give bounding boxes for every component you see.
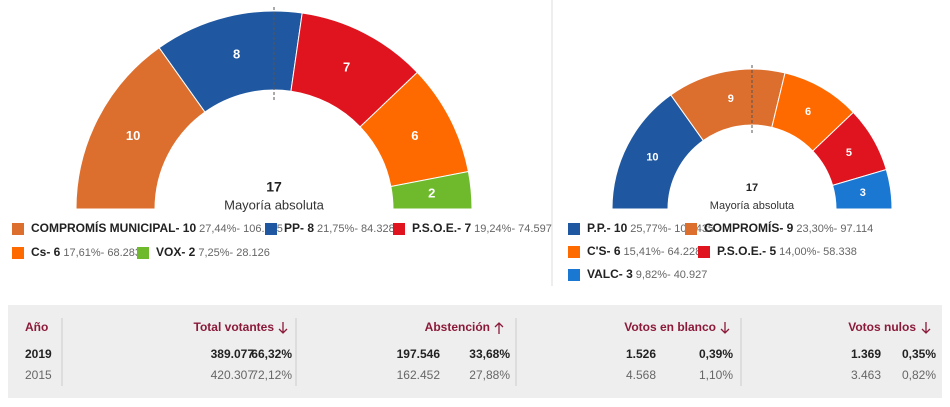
legend-swatch	[265, 223, 277, 235]
legend-detail: 19,24%- 74.597	[474, 223, 552, 235]
seat-arc	[390, 170, 473, 210]
legend-label: PP- 8	[284, 221, 314, 235]
legend-swatch	[698, 246, 710, 258]
table-cell: 27,88%	[469, 368, 510, 382]
table-cell: 2015	[25, 368, 52, 382]
legend-swatch	[12, 247, 24, 259]
table-cell: 2019	[25, 347, 52, 361]
table-header: Total votantes	[194, 320, 275, 334]
seat-label: 9	[728, 93, 734, 105]
seat-label: 5	[846, 147, 852, 159]
legend-detail: 27,44%- 106.395	[199, 223, 283, 235]
table-header: Año	[25, 320, 48, 334]
seat-label: 8	[233, 46, 240, 61]
legend-label: Cs- 6	[31, 245, 61, 259]
legend-label: P.S.O.E.- 5	[717, 244, 776, 258]
majority-value: 17	[266, 179, 282, 195]
legend-detail: 7,25%- 28.126	[198, 247, 270, 259]
legend-detail: 15,41%- 64.228	[624, 246, 702, 258]
legend-swatch	[12, 223, 24, 235]
legend-swatch	[568, 246, 580, 258]
legend-detail: 17,61%- 68.283	[63, 247, 141, 259]
seat-label: 2	[428, 185, 435, 200]
sort-arrows	[278, 322, 931, 334]
table-cell: 4.568	[626, 368, 656, 382]
legend-label: P.S.O.E.- 7	[412, 221, 471, 235]
legend-label: VOX- 2	[156, 245, 196, 259]
majority-value: 17	[746, 182, 758, 194]
table-cell: 0,82%	[902, 368, 936, 382]
seat-label: 6	[411, 128, 418, 143]
seat-label: 10	[126, 128, 140, 143]
seat-label: 7	[343, 60, 350, 75]
table-header: Abstención	[425, 320, 490, 334]
legend-detail: 21,75%- 84.328	[317, 223, 395, 235]
table-cell: 197.546	[397, 347, 441, 361]
table-cell: 72,12%	[251, 368, 292, 382]
seat-label: 3	[860, 187, 866, 199]
legend-label: P.P.- 10	[587, 221, 628, 235]
legend-swatch	[137, 247, 149, 259]
seat-arc	[831, 168, 893, 210]
seat-label: 6	[805, 106, 811, 118]
legend-label: VALC- 3	[587, 267, 633, 281]
table-cell: 1.369	[851, 347, 881, 361]
table-cell: 0,39%	[699, 347, 733, 361]
table-cell: 3.463	[851, 368, 881, 382]
table-cell: 0,35%	[902, 347, 936, 361]
legend-swatch	[393, 223, 405, 235]
legend-detail: 25,77%- 107.435	[630, 223, 714, 235]
legend-detail: 14,00%- 58.338	[779, 246, 857, 258]
table-cell: 33,68%	[469, 347, 510, 361]
table-dividers	[61, 318, 742, 386]
legend-detail: 23,30%- 97.114	[796, 223, 873, 235]
table-cell: 1,10%	[699, 368, 733, 382]
table-header: Votos en blanco	[624, 320, 716, 334]
table-cell: 1.526	[626, 347, 656, 361]
table-cell: 389.077	[211, 347, 255, 361]
legend-swatch	[685, 223, 697, 235]
legend-label: C'S- 6	[587, 244, 621, 258]
table-cell: 420.307	[211, 368, 255, 382]
table-header: Votos nulos	[848, 320, 916, 334]
seat-label: 10	[646, 152, 658, 164]
table-cell: 162.452	[397, 368, 441, 382]
majority-label: Mayoría absoluta	[224, 197, 324, 212]
majority-label: Mayoría absoluta	[710, 200, 795, 212]
legend-label: COMPROMÍS MUNICIPAL- 10	[31, 220, 196, 235]
legend-swatch	[568, 223, 580, 235]
table-cell: 66,32%	[251, 347, 292, 361]
table-bg	[8, 305, 942, 398]
legend-detail: 9,82%- 40.927	[636, 269, 708, 281]
legend-label: COMPROMÍS- 9	[704, 220, 794, 235]
legend-swatch	[568, 269, 580, 281]
